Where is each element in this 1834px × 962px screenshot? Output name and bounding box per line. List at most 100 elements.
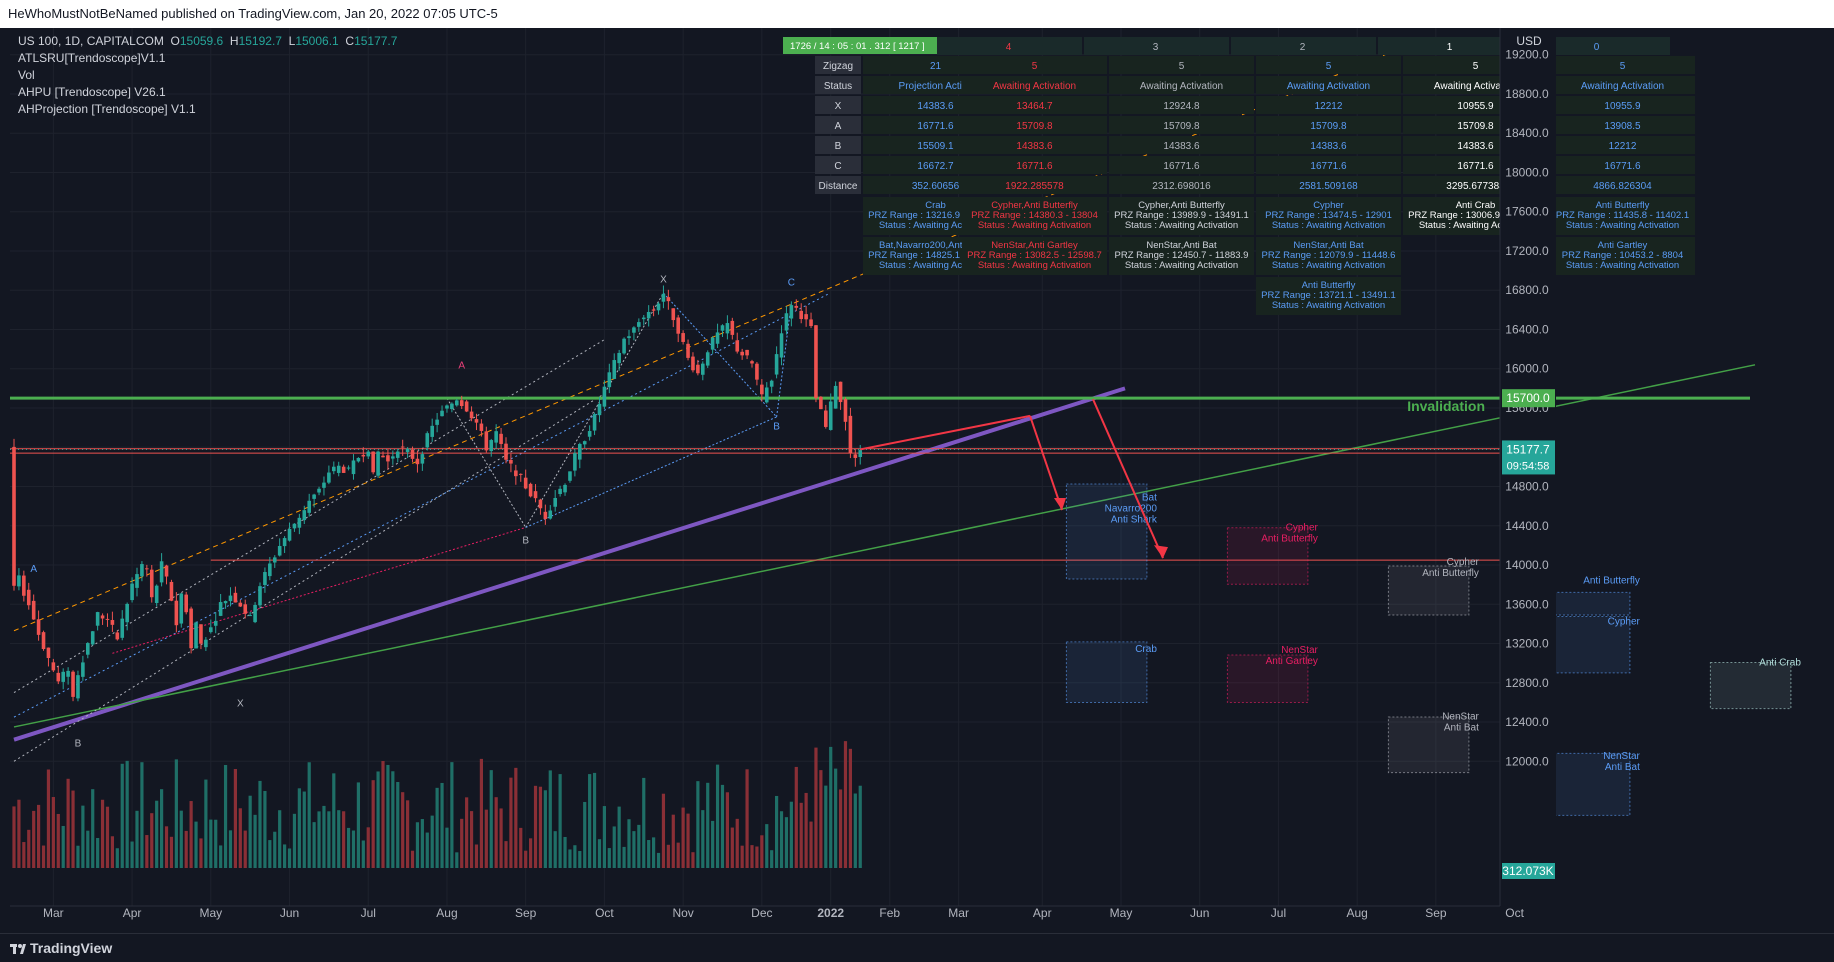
table-row-label: Zigzag [823,61,853,72]
volume-bar [179,810,183,868]
volume-bar [396,781,400,868]
table-cell [1550,156,1695,174]
volume-bar [799,802,803,868]
candle-body [159,561,164,583]
time-tick-label: Jul [361,906,376,920]
volume-bar [32,810,36,868]
table-cell-text: 15709.8 [1310,121,1347,132]
trend-line [776,302,792,417]
volume-bar [661,793,666,868]
candle-body [312,494,316,499]
volume-bar [514,767,518,868]
prz-box-label: NenStar [1603,751,1640,762]
prz-box [1548,752,1631,816]
price-axis: 19200.0 18800.0 18400.0 18000.0 17600.0 17200… [1499,28,1556,906]
candle-body [115,632,120,640]
table-cell-text: 13908.5 [1604,121,1641,132]
candle-body [710,337,715,350]
volume-bar [671,814,675,868]
volume-bar [96,837,100,868]
volume-bar [809,821,813,868]
candle-body [228,595,233,602]
candle-body [455,400,459,406]
candle-body [701,363,705,375]
pattern-cell-text: Status : Awaiting Activation [1272,220,1385,231]
candle-body [238,602,243,607]
price-tick-label: 18800.0 [1505,87,1549,101]
volume-bar [342,811,346,868]
volume-badge-text: 312.073K [1502,864,1553,878]
pattern-cell-text: Status : Awaiting Activation [1125,260,1238,271]
table-timer-cell [783,37,981,54]
price-tick-label: 19200.0 [1505,48,1549,62]
table-cell-text: 5 [1620,61,1626,72]
table-cell-text: 5 [1473,61,1479,72]
volume-bar [51,797,55,868]
volume-bar [853,793,857,868]
indicator-legend-4[interactable]: AHProjection [Trendoscope] V1.1 [18,102,196,116]
pattern-cell-text: Status : Awaiting Activation [879,220,992,231]
volume-bar [583,801,587,868]
candle-body [277,545,282,556]
price-tick-label: 16800.0 [1505,283,1549,297]
candle-body [543,511,548,519]
pattern-cell-text: Cypher [1313,200,1344,211]
candle-body [489,440,494,452]
trend-line [525,292,664,528]
publisher-bar: HeWhoMustNotBeNamed published on Trading… [0,0,1834,28]
candle-body [332,466,336,472]
candle-body [528,483,533,497]
volume-bar [588,774,592,868]
candle-body [450,403,454,410]
volume-bar [647,840,651,868]
table-cell-text: 14383.6 [1016,141,1053,152]
time-tick-label: Aug [436,906,457,920]
candle-body [651,309,656,311]
candle-body [405,448,410,453]
tradingview-logo-icon [10,944,26,954]
volume-bar [789,801,793,868]
candle-body [533,491,538,499]
table-cell [1550,116,1695,134]
table-cell-text: 14383.6 [1457,141,1494,152]
table-cell [1550,176,1695,194]
volume-bar [829,746,833,868]
prz-box [1065,483,1148,580]
pattern-cell-text: Anti Butterfly [1596,200,1650,211]
volume-bar [391,771,395,868]
pattern-cell-text: Crab [925,200,946,211]
time-tick-label: Oct [595,906,614,920]
pattern-cell-text: PRZ Range : 13082.5 - 12598.7 [967,250,1102,261]
volume-bar [125,760,129,868]
pattern-cell-text: Anti Butterfly [1302,280,1356,291]
time-tick-label: Oct [1505,906,1524,920]
volume-bar [120,763,124,868]
table-cell-text: 10955.9 [1604,101,1641,112]
tradingview-logo[interactable]: TradingView [10,934,112,962]
trend-line [13,364,1756,728]
price-tick-label: 12400.0 [1505,715,1549,729]
ohlc-legend: US 100, 1D, CAPITALCOM O15059.6 H15192.7… [18,34,397,48]
indicator-legend-1[interactable]: ATLSRU[Trendoscope]V1.1 [18,51,166,65]
projection-arrow [1092,398,1164,559]
candle-body [612,360,617,379]
volume-bars [12,741,862,868]
volume-bar [435,787,439,868]
pattern-cell [1550,197,1695,235]
volume-bar [17,799,21,868]
volume-bar [642,777,646,868]
indicator-legend-3[interactable]: AHPU [Trendoscope] V26.1 [18,85,166,99]
candle-body [184,594,188,613]
pattern-point-label: A [458,361,465,372]
candle-body [90,631,95,645]
table-cell [962,156,1107,174]
table-cell-text: 2581.509168 [1299,181,1358,192]
candle-body [440,410,444,417]
volume-bar [681,807,685,868]
table-timer-text: 1726 / 14 : 05 : 01 . 312 [ 1217 ] [790,41,925,52]
indicator-legend-2[interactable]: Vol [18,68,35,82]
volume-bar [469,811,474,868]
candle-body [553,497,557,507]
prz-box-label: Anti Shark [1111,515,1158,526]
